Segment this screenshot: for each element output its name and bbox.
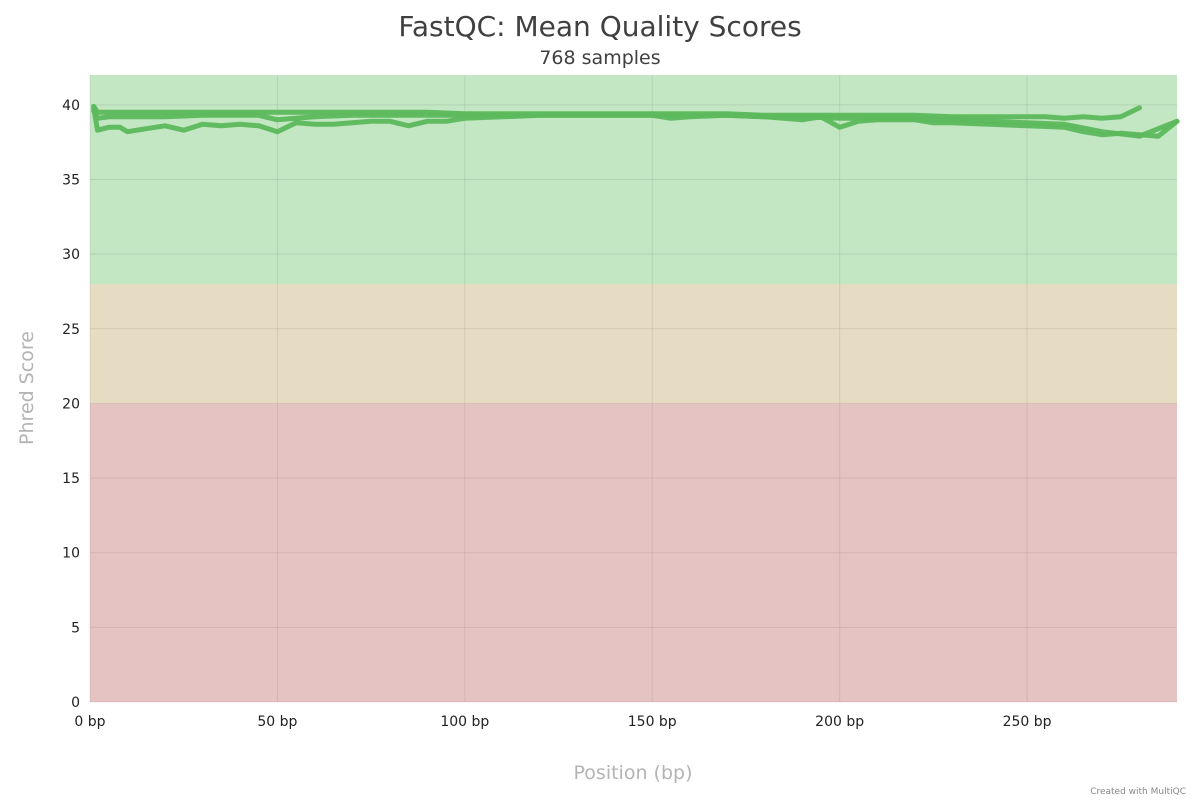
y-tick-label: 5 (71, 620, 80, 636)
x-axis-ticks: 0 bp 50 bp 100 bp 150 bp 200 bp 250 bp (74, 714, 1051, 730)
y-tick-label: 30 (62, 247, 80, 263)
x-tick-label: 100 bp (440, 714, 489, 730)
gridlines (89, 75, 1177, 703)
x-tick-label: 0 bp (74, 714, 105, 730)
y-axis-label: Phred Score (16, 331, 38, 445)
quality-band-1 (90, 284, 1177, 404)
quality-bands (90, 75, 1177, 702)
x-tick-label: 200 bp (815, 714, 864, 730)
series-lines (91, 103, 1180, 139)
chart-subtitle: 768 samples (539, 47, 660, 69)
y-tick-label: 20 (62, 396, 80, 412)
quality-band-2 (90, 403, 1177, 702)
y-tick-label: 15 (62, 471, 80, 487)
y-tick-label: 10 (62, 546, 80, 562)
credit-text[interactable]: Created with MultiQC (1090, 787, 1186, 797)
y-tick-label: 25 (62, 322, 80, 338)
y-tick-label: 40 (62, 98, 80, 114)
x-tick-label: 50 bp (257, 714, 297, 730)
y-axis-ticks: 0 5 10 15 20 25 30 35 40 (62, 98, 80, 711)
x-axis-label: Position (bp) (574, 762, 693, 784)
y-tick-label: 0 (71, 695, 80, 711)
series-line-2[interactable] (91, 105, 1180, 139)
x-tick-label: 250 bp (1003, 714, 1052, 730)
chart-title: FastQC: Mean Quality Scores (398, 10, 801, 43)
x-tick-label: 150 bp (628, 714, 677, 730)
y-tick-label: 35 (62, 173, 80, 189)
